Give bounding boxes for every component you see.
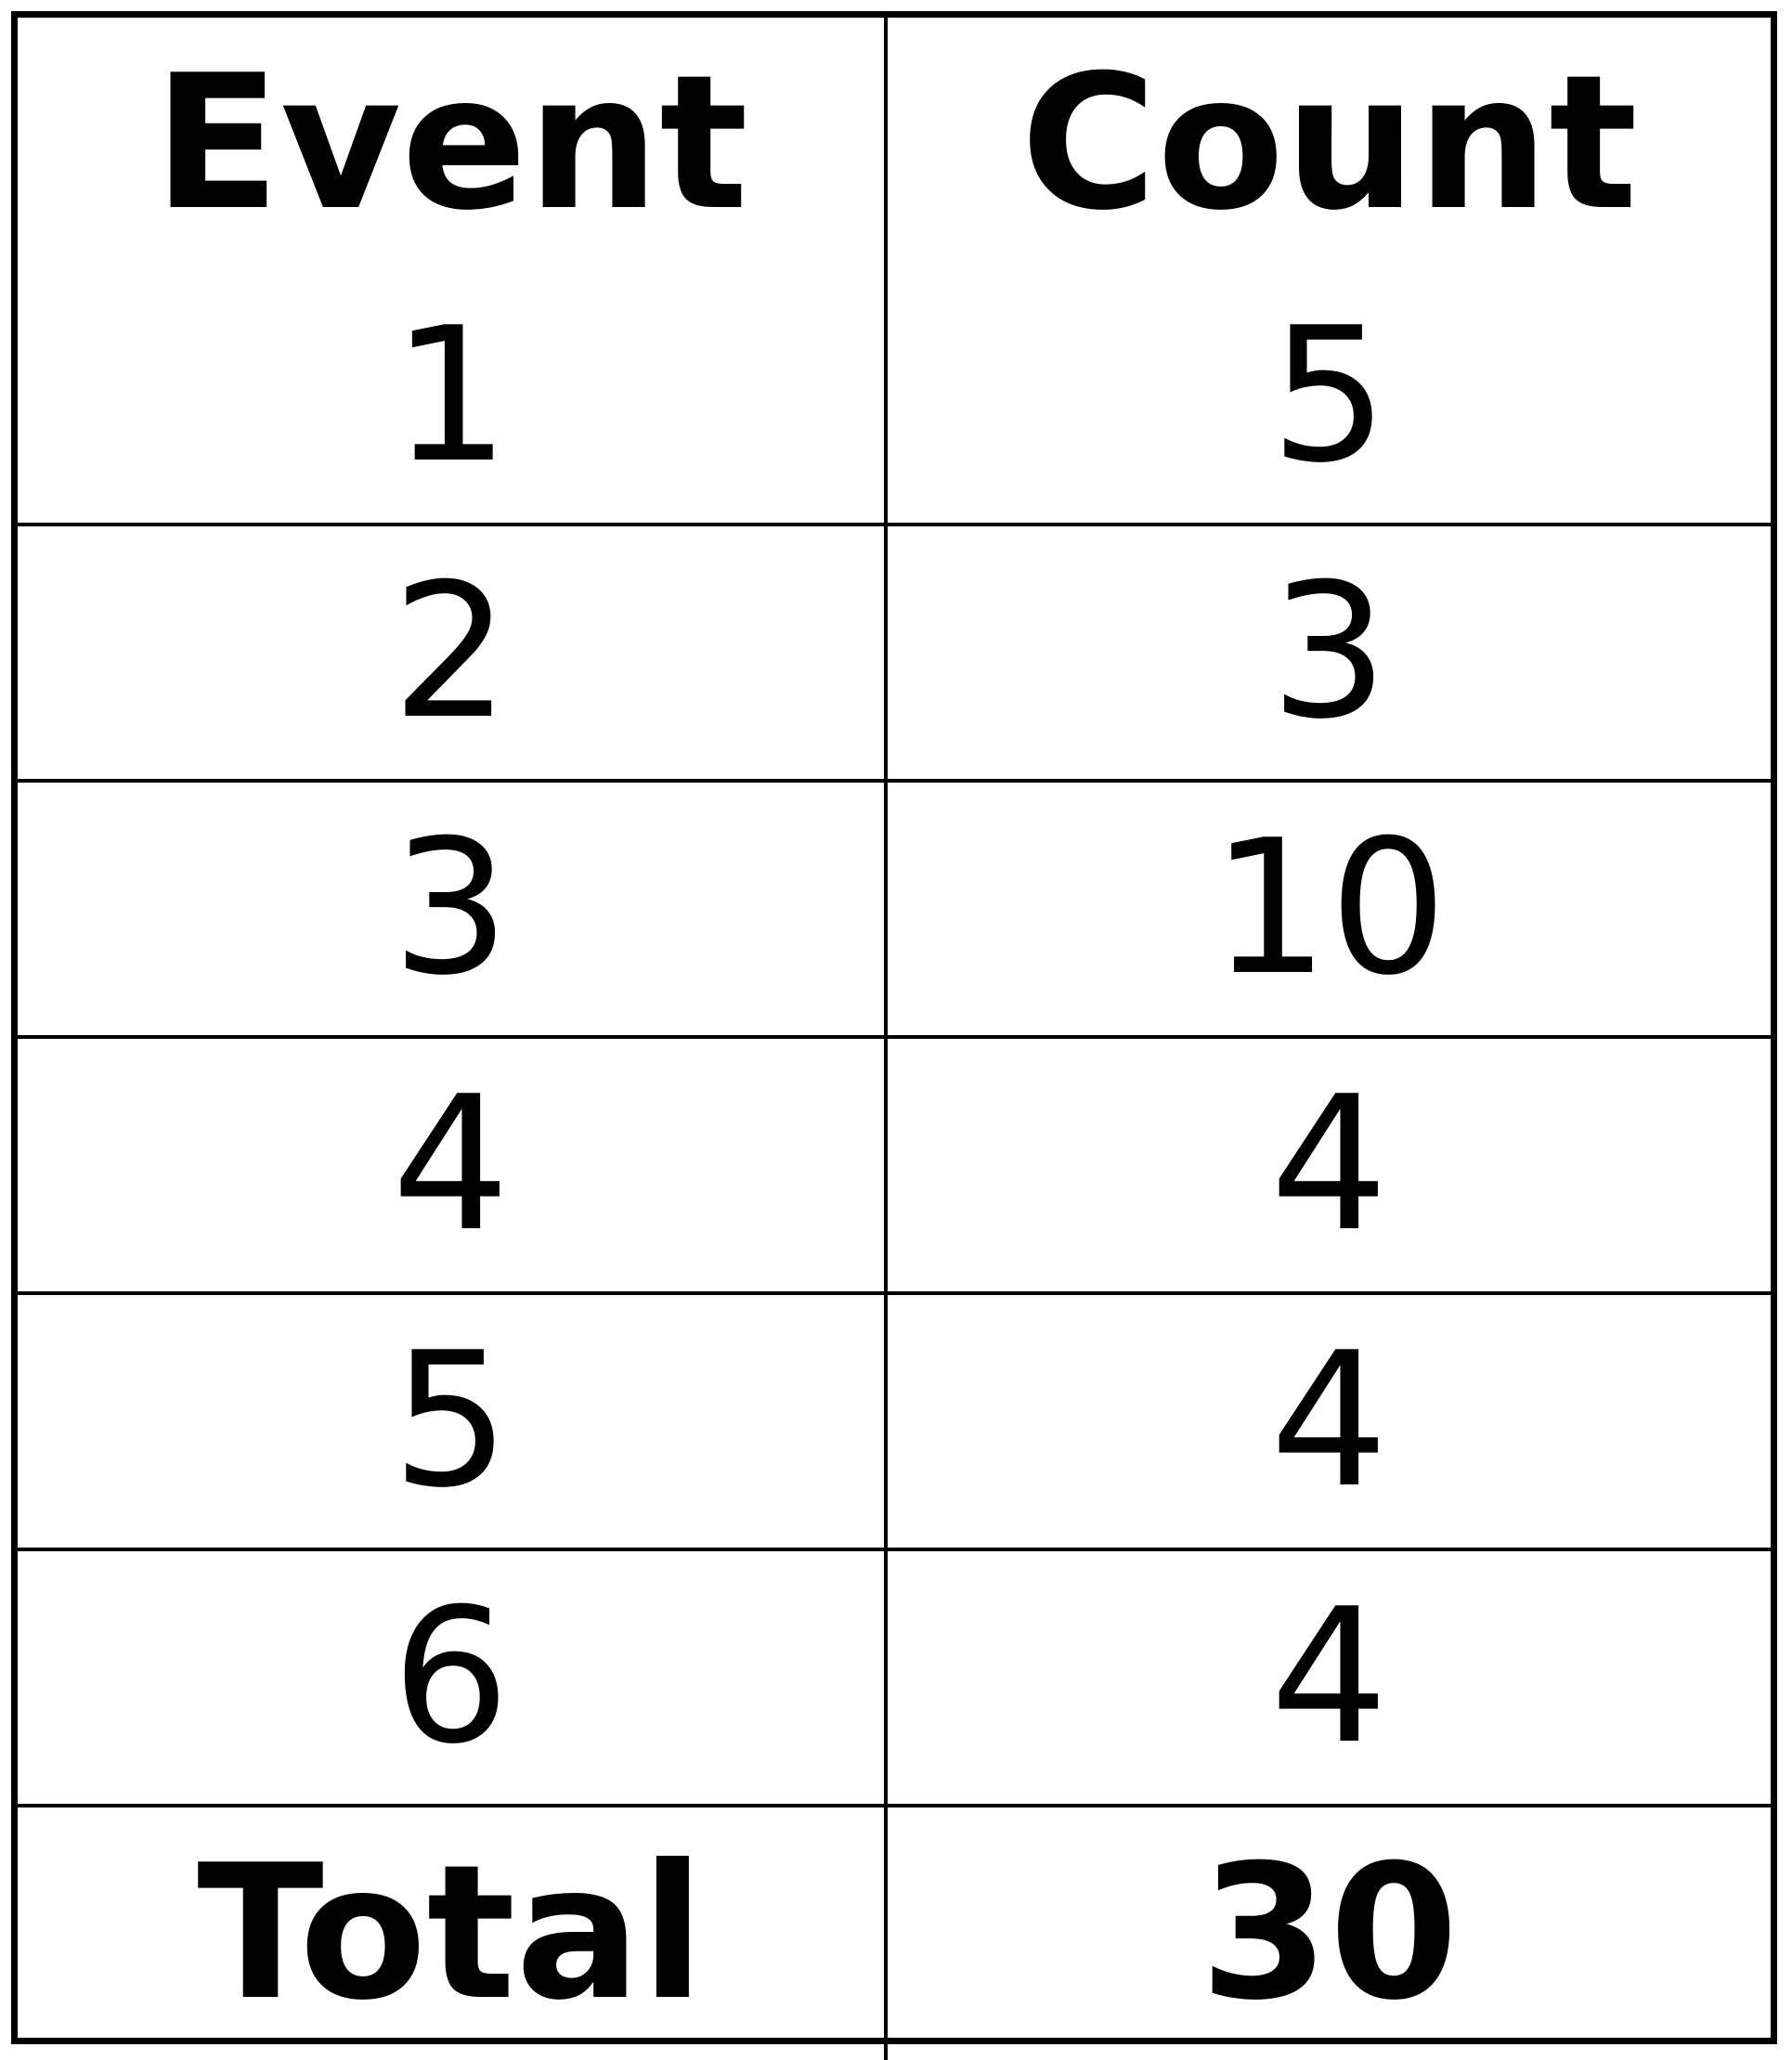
event-count-table: Event Count 1 5 2 3 3 10 4 4 5 4 bbox=[18, 18, 1771, 2060]
table-row: 2 3 bbox=[18, 523, 1771, 783]
header-count: Count bbox=[884, 18, 1771, 270]
event-cell: 1 bbox=[18, 270, 888, 526]
event-cell: 4 bbox=[18, 1035, 888, 1295]
table-row: 5 4 bbox=[18, 1291, 1771, 1551]
count-cell: 10 bbox=[884, 779, 1771, 1039]
table-row: 6 4 bbox=[18, 1548, 1771, 1807]
total-value: 30 bbox=[884, 1804, 1771, 2060]
table-row: 1 5 bbox=[18, 270, 1771, 526]
count-cell: 4 bbox=[884, 1035, 1771, 1295]
event-cell: 5 bbox=[18, 1291, 888, 1551]
count-cell: 5 bbox=[884, 270, 1771, 526]
header-event: Event bbox=[18, 18, 888, 270]
total-row: Total 30 bbox=[18, 1804, 1771, 2060]
event-cell: 2 bbox=[18, 523, 888, 783]
table-row: 4 4 bbox=[18, 1035, 1771, 1295]
event-cell: 6 bbox=[18, 1548, 888, 1807]
event-cell: 3 bbox=[18, 779, 888, 1039]
table-row: 3 10 bbox=[18, 779, 1771, 1039]
count-cell: 4 bbox=[884, 1291, 1771, 1551]
header-row: Event Count bbox=[18, 18, 1771, 270]
count-cell: 3 bbox=[884, 523, 1771, 783]
total-label: Total bbox=[18, 1804, 888, 2060]
frequency-table: Event Count 1 5 2 3 3 10 4 4 5 4 bbox=[11, 11, 1777, 2060]
count-cell: 4 bbox=[884, 1548, 1771, 1807]
